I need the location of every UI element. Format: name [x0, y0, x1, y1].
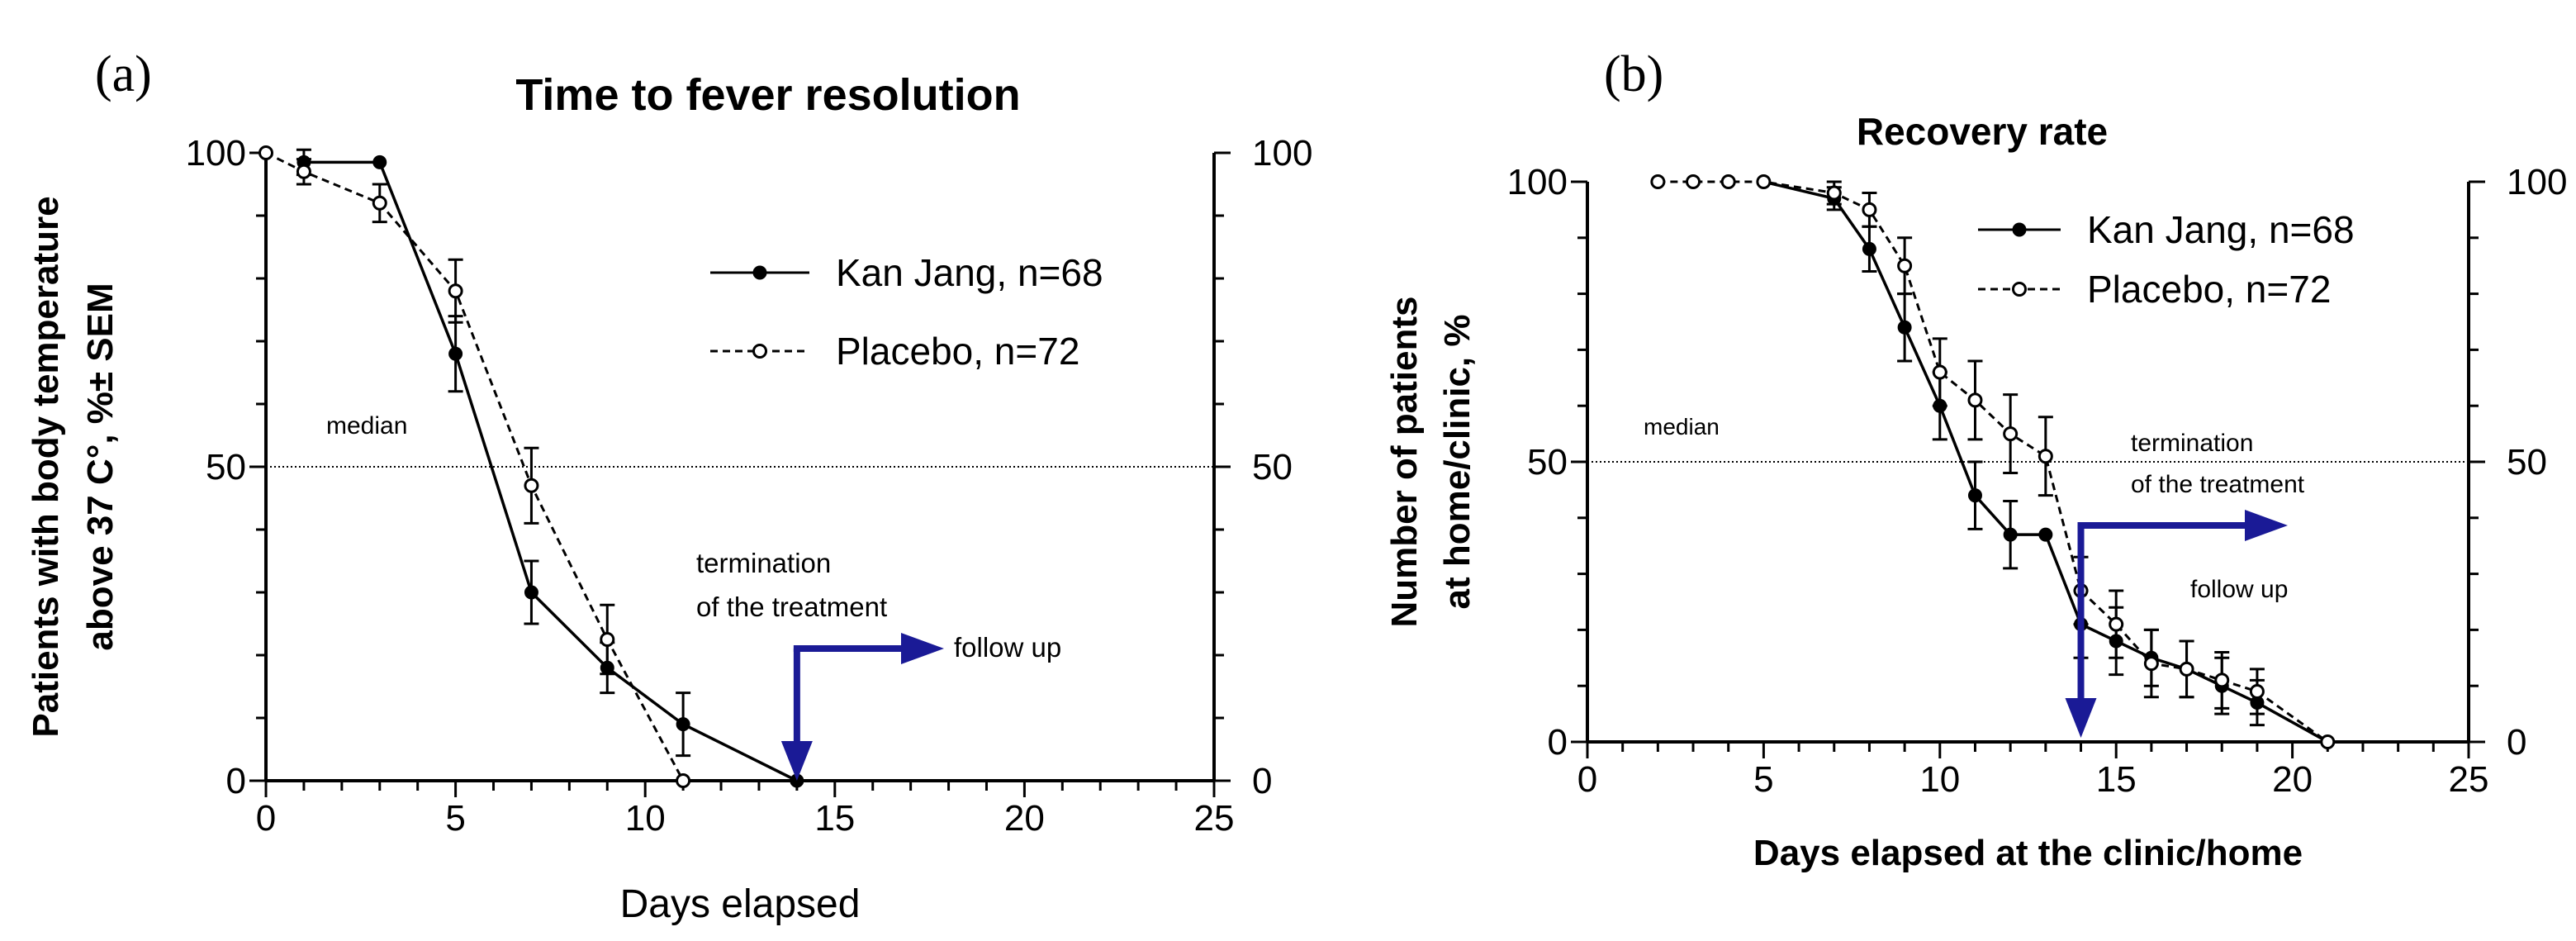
series-line: [303, 160, 798, 782]
legend-label: Placebo, n=72: [2087, 268, 2331, 311]
series-kan-jang: [296, 148, 804, 788]
data-point: [1897, 320, 1912, 335]
x-axis-label: Days elapsed at the clinic/home: [1753, 833, 2303, 873]
x-tick-label: 20: [1004, 798, 1045, 839]
follow-up-label: follow up: [954, 632, 1061, 663]
data-point: [600, 632, 615, 647]
termination-label: of the treatment: [696, 592, 887, 622]
right-y-tick-label: 0: [1252, 761, 1272, 801]
data-point: [2214, 672, 2230, 688]
data-point: [1756, 174, 1772, 189]
legend-marker: [752, 265, 767, 280]
y-axis-label-line: Patients with body temperature: [26, 196, 66, 737]
x-tick-label: 20: [2272, 759, 2313, 800]
y-tick-label: 100: [1507, 162, 1568, 202]
y-axis-label-line: at home/clinic, %: [1437, 315, 1478, 610]
termination-arrow: [2065, 510, 2288, 738]
legend: Kan Jang, n=68 Placebo, n=72: [1978, 208, 2355, 311]
chart-title: Recovery rate: [1857, 110, 2108, 153]
data-point: [1862, 202, 1877, 217]
x-tick-label: 15: [814, 798, 855, 839]
x-tick-label: 10: [625, 798, 666, 839]
x-tick-label: 5: [1753, 759, 1773, 800]
data-point: [296, 164, 311, 179]
y-tick-label: 100: [186, 133, 246, 173]
panel-label: (a): [95, 46, 152, 102]
legend-marker: [2012, 222, 2027, 237]
data-point: [448, 346, 463, 361]
data-point: [448, 283, 463, 299]
median-label: median: [1644, 414, 1720, 440]
data-point: [2143, 656, 2159, 672]
termination-label: of the treatment: [2131, 471, 2305, 498]
y-tick-label: 0: [226, 761, 246, 801]
arrow-head-down: [2065, 698, 2097, 738]
data-point: [1862, 241, 1876, 256]
y-axis-label-line: above 37 C°, %± SEM: [80, 283, 121, 650]
x-tick-label: 25: [1194, 798, 1235, 839]
legend-label: Kan Jang, n=68: [836, 251, 1103, 294]
x-tick-label: 0: [1577, 759, 1597, 800]
data-point: [372, 154, 387, 169]
data-point: [2038, 527, 2053, 542]
data-point: [524, 478, 539, 493]
legend-marker: [752, 344, 767, 359]
data-point: [524, 585, 538, 600]
data-point: [2320, 734, 2336, 749]
termination-label: termination: [2131, 430, 2253, 457]
data-point: [676, 773, 691, 788]
data-point: [1932, 364, 1947, 380]
follow-up-label: follow up: [2190, 576, 2288, 603]
data-point: [2109, 616, 2124, 632]
data-point: [1897, 258, 1913, 273]
y-tick-label: 50: [206, 447, 246, 487]
x-tick-label: 10: [1919, 759, 1960, 800]
data-point: [372, 195, 387, 211]
x-tick-label: 15: [2096, 759, 2137, 800]
x-tick-label: 25: [2449, 759, 2489, 800]
y-tick-label: 50: [1527, 442, 1568, 482]
right-y-tick-label: 100: [2507, 162, 2567, 202]
panel-b: 0 5 10 15 20 25 0 50 100 0 50 100 median Recovery rat…: [1384, 46, 2567, 873]
x-axis-label: Days elapsed: [620, 882, 861, 926]
legend: Kan Jang, n=68 Placebo, n=72: [710, 251, 1103, 373]
data-point: [2003, 527, 2018, 542]
right-y-tick-label: 100: [1252, 133, 1312, 173]
data-point: [2003, 426, 2019, 442]
legend-label: Kan Jang, n=68: [2087, 208, 2355, 251]
series-placebo: [259, 145, 691, 788]
x-tick-label: 5: [445, 798, 465, 839]
right-y-tick-label: 50: [2507, 442, 2547, 482]
data-point: [1967, 392, 1983, 408]
arrow-head-right: [2245, 510, 2288, 541]
termination-label: termination: [696, 548, 831, 578]
right-y-tick-label: 0: [2507, 722, 2526, 763]
y-axis-label-line: Number of patients: [1384, 297, 1425, 628]
legend-label: Placebo, n=72: [836, 330, 1079, 373]
data-point: [1720, 174, 1736, 189]
x-tick-label: 0: [256, 798, 276, 839]
data-point: [1826, 185, 1842, 201]
panel-a: 0 5 10 15 20 25 0 50 100 0 50 100 median Time to feve…: [26, 46, 1312, 926]
termination-arrow: [780, 633, 944, 781]
arrow-head-down: [780, 741, 813, 781]
data-point: [1967, 488, 1982, 503]
series-placebo: [1650, 174, 2336, 749]
legend-marker: [2012, 282, 2027, 297]
data-point: [2038, 449, 2053, 464]
panel-label: (b): [1604, 46, 1663, 102]
data-point: [2249, 683, 2265, 699]
data-point: [1650, 174, 1666, 189]
chart-title: Time to fever resolution: [515, 70, 1020, 120]
data-point: [1686, 174, 1701, 189]
arrow-head-right: [901, 633, 944, 664]
data-point: [2179, 661, 2194, 677]
median-label: median: [326, 412, 407, 440]
data-point: [676, 717, 690, 732]
data-point: [259, 145, 273, 160]
right-y-tick-label: 50: [1252, 447, 1293, 487]
y-tick-label: 0: [1548, 722, 1568, 763]
